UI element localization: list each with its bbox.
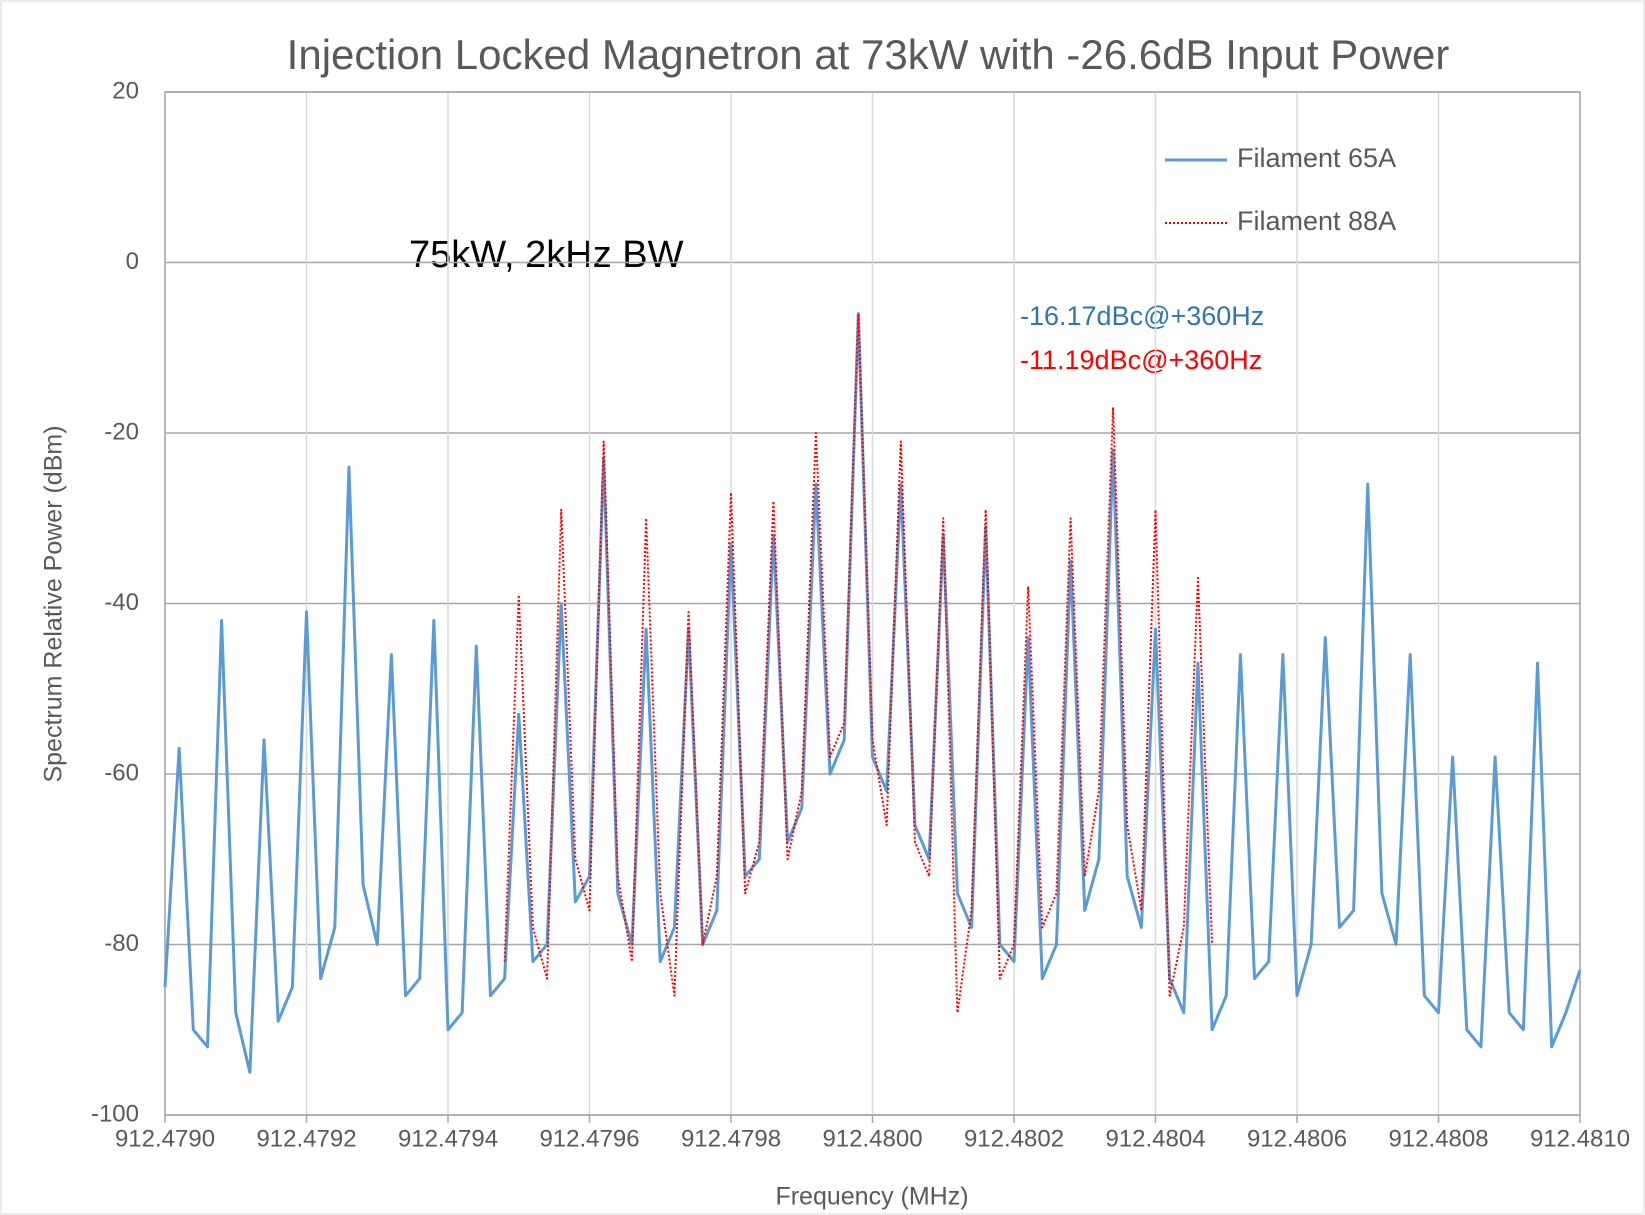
annotation: 75kW, 2kHz BW (409, 234, 684, 276)
annotation: -16.17dBc@+360Hz (1020, 301, 1264, 331)
x-tick-label: 912.4794 (398, 1125, 498, 1152)
x-tick-label: 912.4808 (1388, 1125, 1488, 1152)
y-tick-label: 0 (126, 248, 139, 275)
series-line (503, 312, 1214, 1014)
y-tick-label: -40 (104, 589, 139, 616)
annotation: -11.19dBc@+360Hz (1020, 345, 1262, 375)
x-axis-title: Frequency (MHz) (775, 1183, 968, 1211)
chart-title: Injection Locked Magnetron at 73kW with … (287, 31, 1450, 78)
x-tick-label: 912.4804 (1105, 1125, 1205, 1152)
x-tick-label: 912.4798 (681, 1125, 781, 1152)
x-tick-label: 912.4792 (256, 1125, 356, 1152)
y-tick-label: -80 (104, 930, 139, 957)
x-tick-label: 912.4806 (1247, 1125, 1347, 1152)
legend-label: Filament 88A (1237, 206, 1396, 236)
x-tick-label: 912.4802 (964, 1125, 1064, 1152)
x-tick-label: 912.4800 (822, 1125, 922, 1152)
plot-border (164, 91, 1581, 1116)
x-tick-label: 912.4810 (1530, 1125, 1630, 1152)
legend-label: Filament 65A (1237, 143, 1396, 173)
series-line (163, 312, 1582, 1074)
y-tick-label: -60 (104, 759, 139, 786)
y-tick-label: -100 (91, 1100, 139, 1127)
y-tick-label: -20 (104, 418, 139, 445)
y-tick-label: 20 (112, 77, 139, 104)
y-axis-title: Spectrum Relative Power (dBm) (40, 425, 68, 782)
x-tick-label: 912.4790 (115, 1125, 215, 1152)
x-tick-label: 912.4796 (539, 1125, 639, 1152)
